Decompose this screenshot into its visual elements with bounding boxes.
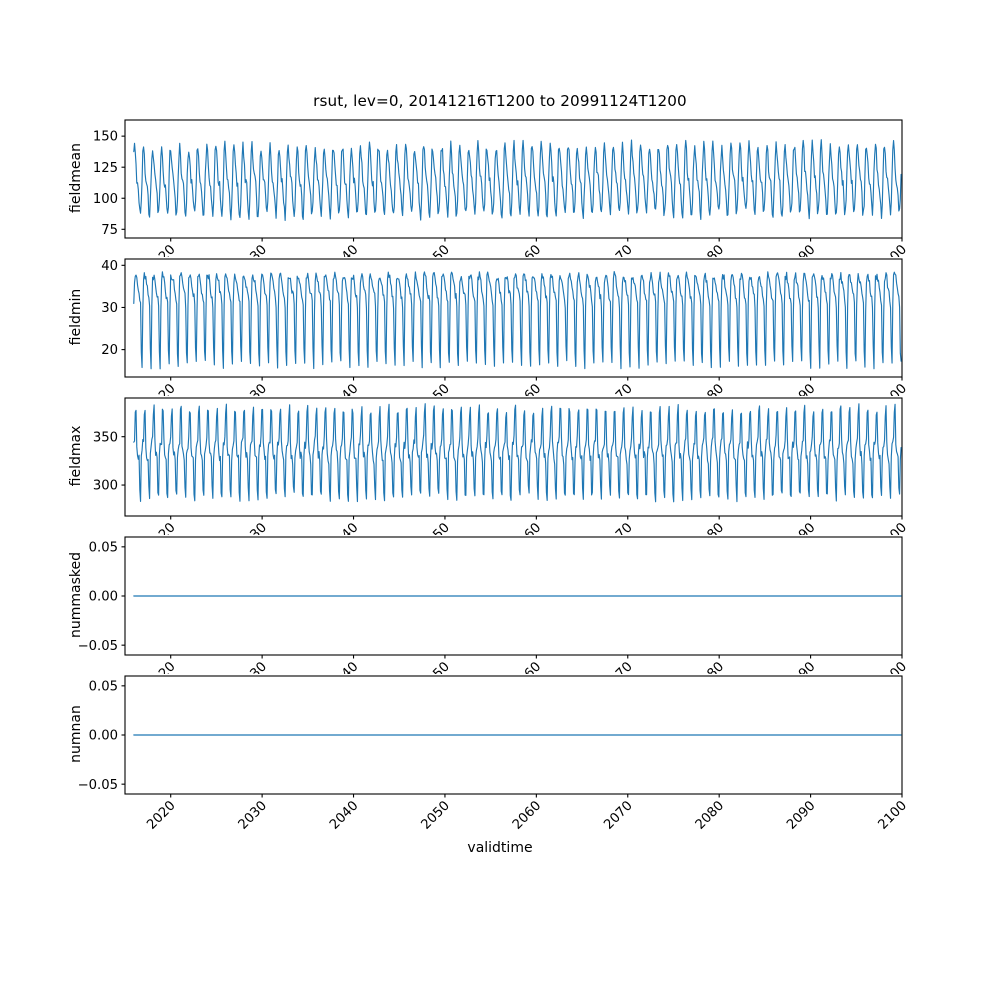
y-tick-label: 20 bbox=[101, 343, 118, 358]
axes-spines bbox=[124, 258, 903, 378]
x-tick-label: 2080 bbox=[693, 242, 727, 276]
x-tick-label: 2040 bbox=[327, 242, 361, 276]
x-tick-label: 2050 bbox=[419, 798, 453, 832]
x-axis-label: validtime bbox=[467, 840, 533, 856]
y-tick-label: 150 bbox=[93, 130, 118, 145]
axes-spines bbox=[124, 397, 903, 517]
axes-spines bbox=[124, 119, 903, 239]
x-tick-label: 2090 bbox=[784, 381, 818, 415]
y-tick-label: 75 bbox=[101, 223, 118, 238]
y-tick-label: 350 bbox=[93, 430, 118, 445]
panel-background bbox=[0, 118, 1000, 240]
x-tick-label: 2070 bbox=[601, 520, 635, 554]
x-tick-label: 2040 bbox=[327, 798, 361, 832]
x-tick-label: 2030 bbox=[236, 242, 270, 276]
x-tick-label: 2080 bbox=[693, 798, 727, 832]
panel-background bbox=[0, 257, 1000, 379]
x-tick-label: 2080 bbox=[693, 659, 727, 693]
x-tick-label: 2090 bbox=[784, 798, 818, 832]
page-title: rsut, lev=0, 20141216T1200 to 20991124T1… bbox=[313, 92, 687, 110]
x-tick-label: 2050 bbox=[419, 242, 453, 276]
x-tick-label: 2040 bbox=[327, 659, 361, 693]
y-axis-label-numnan: numnan bbox=[68, 705, 84, 763]
x-tick-label: 2020 bbox=[144, 798, 178, 832]
y-tick-label: 0.00 bbox=[89, 590, 118, 605]
panel-background bbox=[0, 535, 1000, 657]
x-tick-label: 2090 bbox=[784, 659, 818, 693]
x-tick-label: 2060 bbox=[510, 381, 544, 415]
x-tick-label: 2060 bbox=[510, 659, 544, 693]
x-tick-label: 2090 bbox=[784, 520, 818, 554]
x-tick-label: 2030 bbox=[236, 798, 270, 832]
x-tick-label: 2060 bbox=[510, 798, 544, 832]
x-tick-label: 2030 bbox=[236, 381, 270, 415]
y-tick-label: 30 bbox=[101, 301, 118, 316]
y-axis-label-fieldmax: fieldmax bbox=[68, 425, 84, 487]
x-tick-label: 2050 bbox=[419, 520, 453, 554]
axes-spines bbox=[124, 675, 903, 795]
x-tick-label: 2050 bbox=[419, 659, 453, 693]
y-tick-label: 100 bbox=[93, 192, 118, 207]
y-tick-label: 300 bbox=[93, 479, 118, 494]
x-tick-label: 2070 bbox=[601, 798, 635, 832]
x-tick-label: 2040 bbox=[327, 381, 361, 415]
x-tick-label: 2100 bbox=[876, 798, 910, 832]
y-axis-label-nummasked: nummasked bbox=[68, 552, 84, 639]
x-tick-label: 2100 bbox=[876, 242, 910, 276]
x-tick-label: 2070 bbox=[601, 381, 635, 415]
x-tick-label: 2020 bbox=[144, 659, 178, 693]
x-tick-label: 2030 bbox=[236, 659, 270, 693]
y-tick-label: 0.05 bbox=[89, 679, 118, 694]
y-tick-label: 125 bbox=[93, 161, 118, 176]
x-tick-label: 2030 bbox=[236, 520, 270, 554]
y-axis-label-fieldmean: fieldmean bbox=[68, 143, 84, 213]
x-tick-label: 2060 bbox=[510, 242, 544, 276]
series-fieldmean bbox=[133, 139, 902, 222]
axes-spines bbox=[124, 536, 903, 656]
y-tick-label: 0.00 bbox=[89, 729, 118, 744]
x-tick-label: 2040 bbox=[327, 520, 361, 554]
x-tick-label: 2100 bbox=[876, 659, 910, 693]
panel-background bbox=[0, 674, 1000, 796]
series-fieldmax bbox=[133, 403, 902, 503]
x-tick-label: 2100 bbox=[876, 520, 910, 554]
x-tick-label: 2020 bbox=[144, 381, 178, 415]
x-tick-label: 2060 bbox=[510, 520, 544, 554]
x-tick-label: 2070 bbox=[601, 242, 635, 276]
x-tick-label: 2080 bbox=[693, 381, 727, 415]
panel-fieldmean: 75 100 125 150 2020 2030 2040 2050 2060 2070 2080 2… bbox=[0, 118, 1000, 277]
y-axis-label-fieldmin: fieldmin bbox=[68, 288, 84, 346]
panel-background bbox=[0, 396, 1000, 518]
x-tick-label: 2020 bbox=[144, 520, 178, 554]
x-tick-label: 2080 bbox=[693, 520, 727, 554]
x-tick-label: 2020 bbox=[144, 242, 178, 276]
y-tick-label: 40 bbox=[101, 259, 118, 274]
x-tick-label: 2100 bbox=[876, 381, 910, 415]
y-tick-label: 0.05 bbox=[89, 540, 118, 555]
x-tick-label: 2070 bbox=[601, 659, 635, 693]
series-fieldmin bbox=[133, 270, 902, 370]
x-tick-label: 2050 bbox=[419, 381, 453, 415]
panel-fieldmax: 300 350 2020 2030 2040 2050 2060 2070 2080 2090 21… bbox=[0, 396, 1000, 555]
x-tick-label: 2090 bbox=[784, 242, 818, 276]
